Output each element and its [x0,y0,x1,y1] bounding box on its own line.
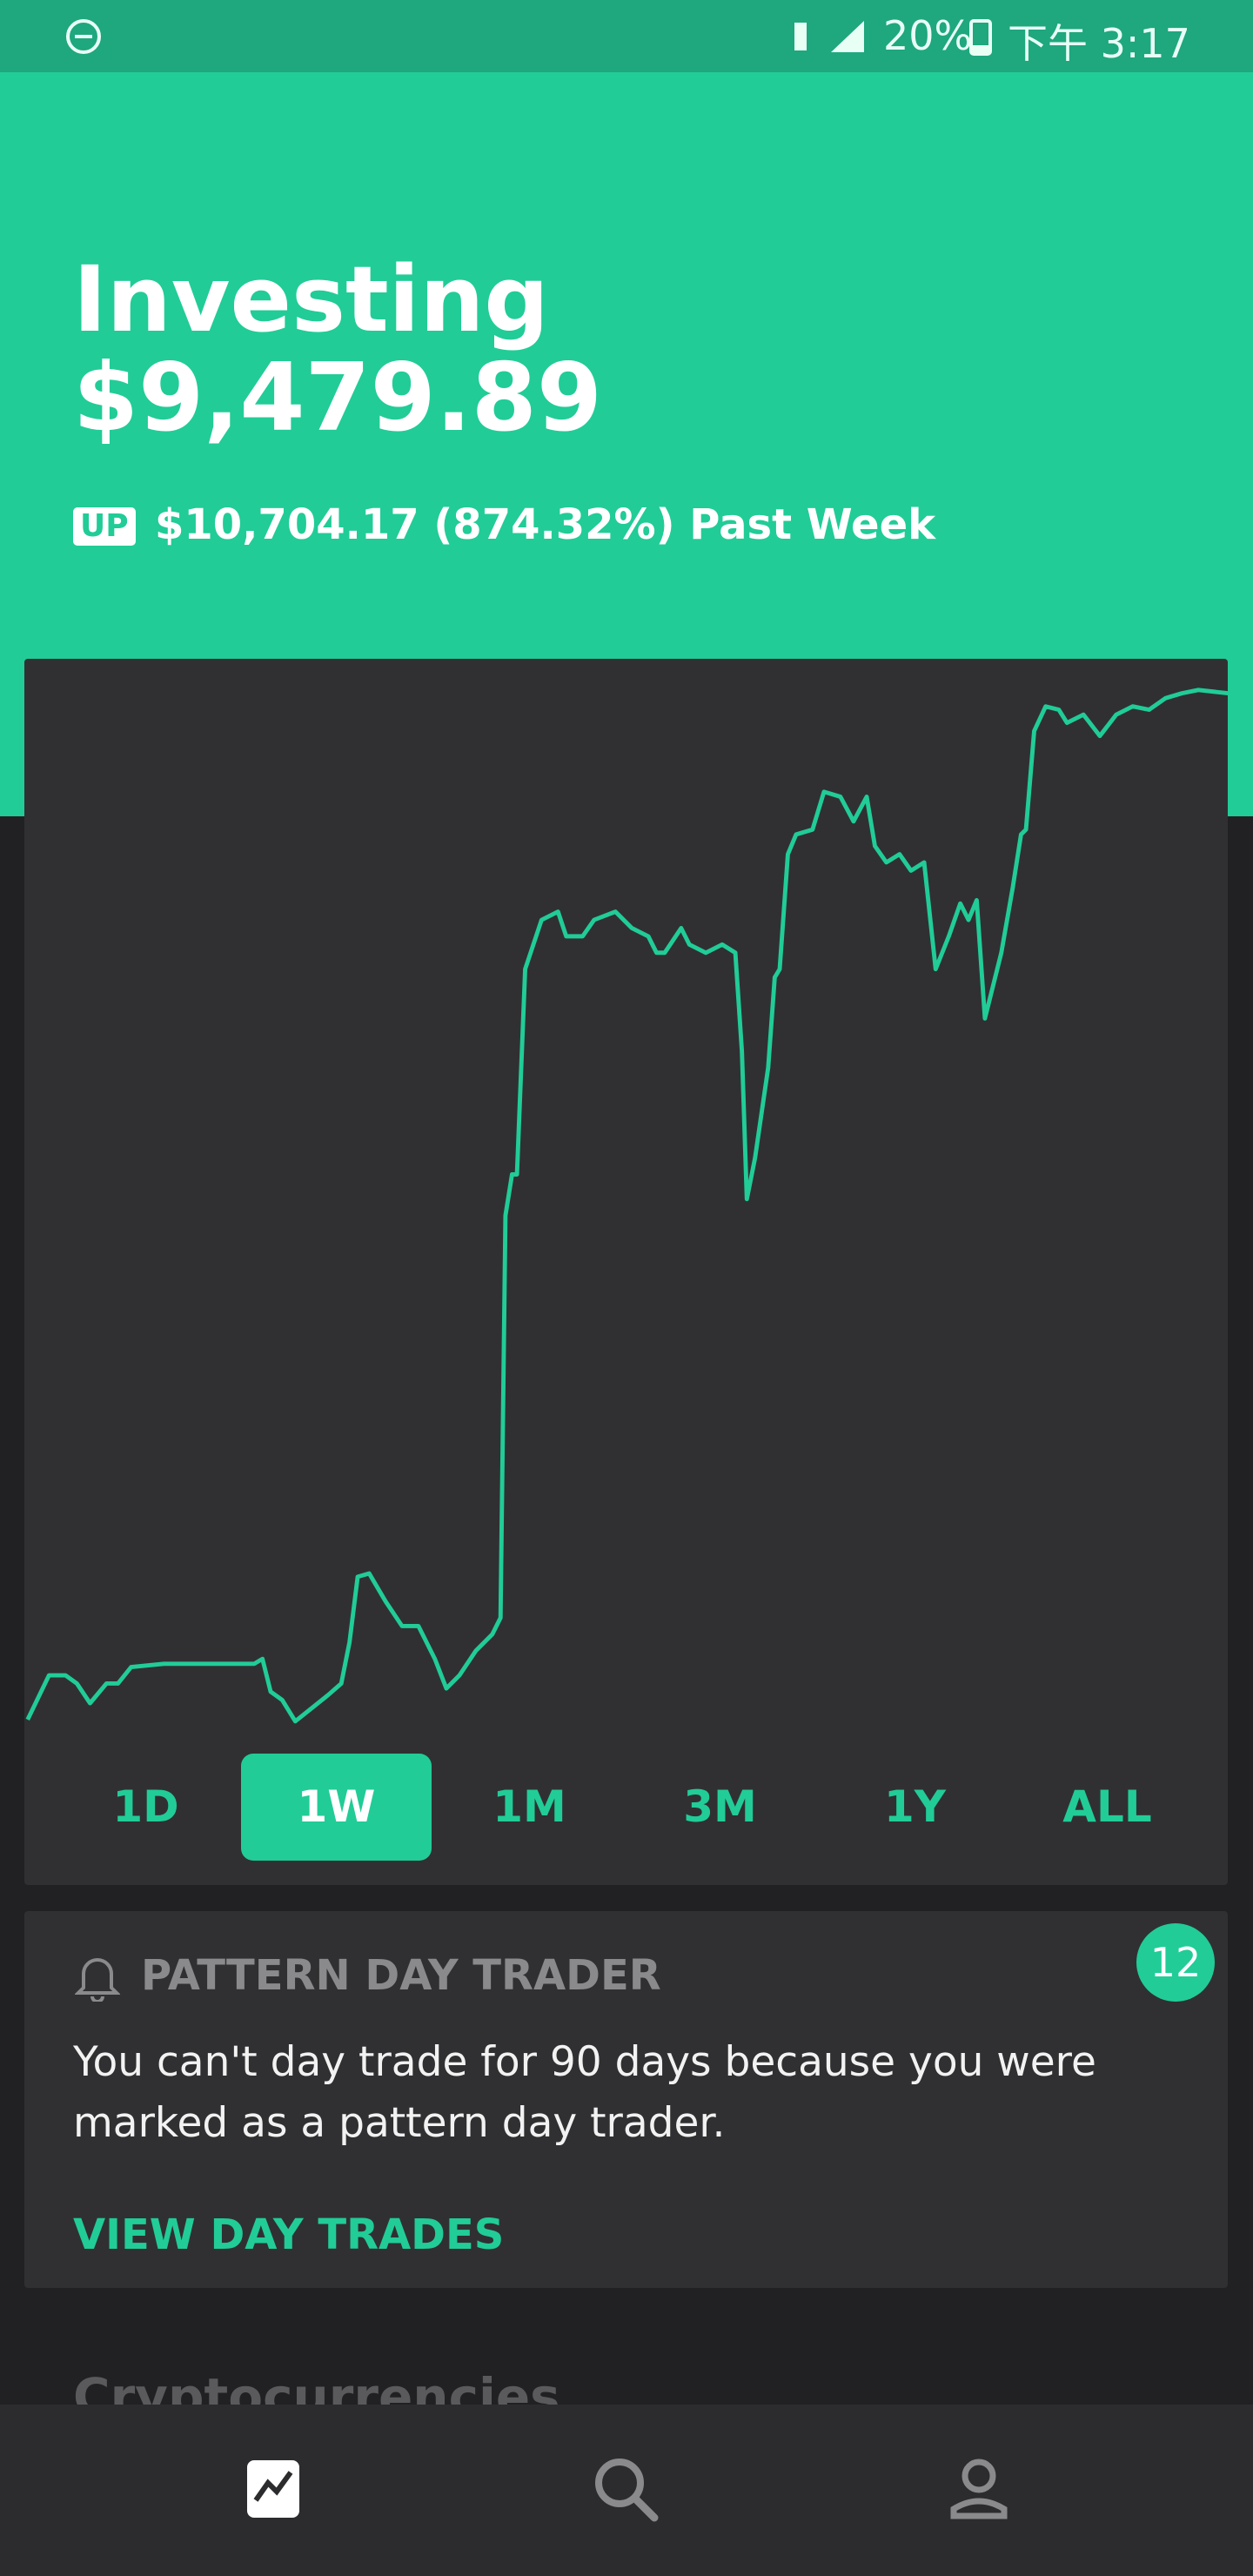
portfolio-chart[interactable] [24,659,1229,1885]
notice-count: 12 [1136,1923,1215,2002]
status-bar: 20% 下午 3:17 [0,0,1253,72]
nav-account[interactable] [948,2455,1009,2525]
notice-title: PATTERN DAY TRADER [141,1951,661,2000]
range-tab[interactable]: 1Y [884,1781,946,1832]
view-day-trades[interactable]: VIEW DAY TRADES [73,2210,505,2259]
battery-icon [969,19,992,56]
chart-card [24,659,1229,1885]
range-tab[interactable]: 3M [683,1781,757,1832]
change-text: $10,704.17 (874.32%) Past Week [155,500,936,549]
notice-body: You can't day trade for 90 days because … [73,2038,1096,2147]
range-tab[interactable]: 1W [241,1754,432,1861]
battery-text: 20% [883,12,973,59]
range-tab[interactable]: 1D [112,1781,179,1832]
range-tab[interactable]: 1M [492,1781,566,1832]
notice-card [24,1911,1228,2288]
balance: $9,479.89 [73,344,603,453]
bottom-nav [0,2405,1253,2576]
nav-portfolio[interactable] [244,2457,305,2523]
dnd-icon [66,19,101,54]
clock: 下午 3:17 [1008,20,1190,67]
page-title: Investing [73,246,549,352]
direction-badge: UP [73,507,136,546]
signal-icon [794,21,864,52]
bell-icon [75,1958,120,2002]
range-tab[interactable]: ALL [1062,1781,1152,1832]
nav-search[interactable] [592,2455,661,2525]
portfolio-line [25,688,1229,1724]
